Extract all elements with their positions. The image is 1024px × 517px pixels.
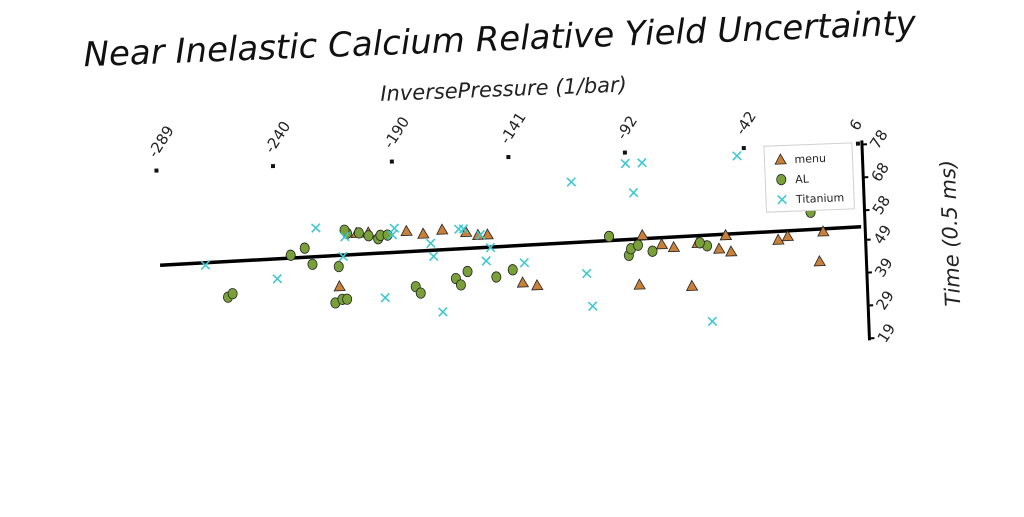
point-al [508, 264, 518, 275]
point-menu [418, 228, 429, 238]
trend-line [160, 227, 862, 265]
point-menu [637, 229, 648, 239]
point-menu [634, 279, 645, 289]
x-tick-mark [623, 151, 627, 155]
point-menu [401, 225, 412, 235]
legend-label: AL [795, 173, 810, 187]
point-menu [725, 246, 736, 256]
y-tick-label: 58 [869, 192, 894, 218]
point-al [286, 250, 296, 261]
point-titanium [588, 302, 597, 311]
point-titanium [520, 258, 529, 267]
x-tick-label: 6 [846, 116, 866, 134]
point-al [648, 246, 658, 257]
legend-label: Titanium [795, 191, 845, 206]
point-menu [656, 239, 667, 249]
point-titanium [273, 274, 282, 283]
point-menu [334, 281, 345, 291]
y-tick-label: 39 [871, 255, 896, 281]
x-tick-mark [271, 164, 275, 168]
x-tick-label: -289 [144, 122, 178, 160]
point-al [633, 240, 643, 251]
y-tick-label: 68 [867, 159, 892, 185]
x-tick-mark [856, 142, 860, 146]
trend-line-group [160, 227, 862, 265]
point-titanium [629, 188, 638, 197]
point-menu [814, 256, 825, 266]
point-al [416, 288, 426, 299]
x-tick-mark [742, 146, 746, 150]
chart-title: Near Inelastic Calcium Relative Yield Un… [83, 3, 918, 75]
x-tick-label: -42 [732, 108, 760, 138]
y-tick-label: 29 [872, 287, 897, 313]
x-tick-mark [154, 169, 158, 173]
legend-al-marker [776, 174, 786, 185]
point-titanium [733, 152, 742, 161]
point-titanium [381, 293, 390, 302]
y-axis: 19 29 39 49 58 68 78 [861, 126, 899, 347]
point-al [604, 231, 614, 242]
y-axis-label: Time (0.5 ms) [936, 159, 966, 306]
legend: menu AL Titanium [764, 143, 854, 212]
point-menu [517, 277, 528, 287]
x-tick-group: -289 -240 -190 -141 -92 -42 6 [143, 95, 867, 173]
point-titanium [429, 252, 438, 261]
point-al [456, 280, 466, 291]
point-titanium [582, 269, 591, 278]
point-menu [436, 224, 447, 234]
point-titanium [390, 224, 399, 233]
x-tick-label: -240 [261, 118, 295, 156]
point-al [463, 266, 473, 277]
x-tick-mark [506, 155, 510, 159]
point-al [334, 261, 344, 272]
x-tick-mark [390, 159, 394, 163]
point-al [354, 228, 364, 239]
point-al [308, 259, 318, 270]
y-tick-label: 19 [874, 320, 899, 346]
x-tick-label: -92 [613, 112, 641, 142]
x-tick-label: -141 [496, 109, 530, 147]
point-menu [531, 280, 542, 290]
point-titanium [621, 159, 630, 168]
point-titanium [708, 317, 717, 326]
point-titanium [311, 224, 320, 233]
x-tick-label: -190 [380, 113, 414, 151]
legend-label: menu [794, 152, 826, 166]
point-al [492, 272, 502, 283]
point-titanium [567, 178, 576, 187]
point-titanium [638, 158, 647, 167]
point-menu [686, 280, 697, 290]
point-al [342, 294, 352, 305]
point-menu [773, 234, 784, 244]
point-menu [668, 241, 679, 251]
point-titanium [439, 308, 448, 317]
x-axis-label: InversePressure (1/bar) [380, 72, 627, 105]
point-al [228, 288, 238, 299]
point-menu [713, 243, 724, 253]
y-tick-label: 78 [866, 126, 891, 152]
point-al [364, 230, 374, 241]
point-al [300, 243, 310, 254]
point-titanium [426, 239, 435, 248]
point-titanium [482, 257, 491, 266]
point-al [695, 237, 705, 248]
point-titanium [454, 225, 463, 234]
y-tick-label: 49 [870, 222, 895, 248]
